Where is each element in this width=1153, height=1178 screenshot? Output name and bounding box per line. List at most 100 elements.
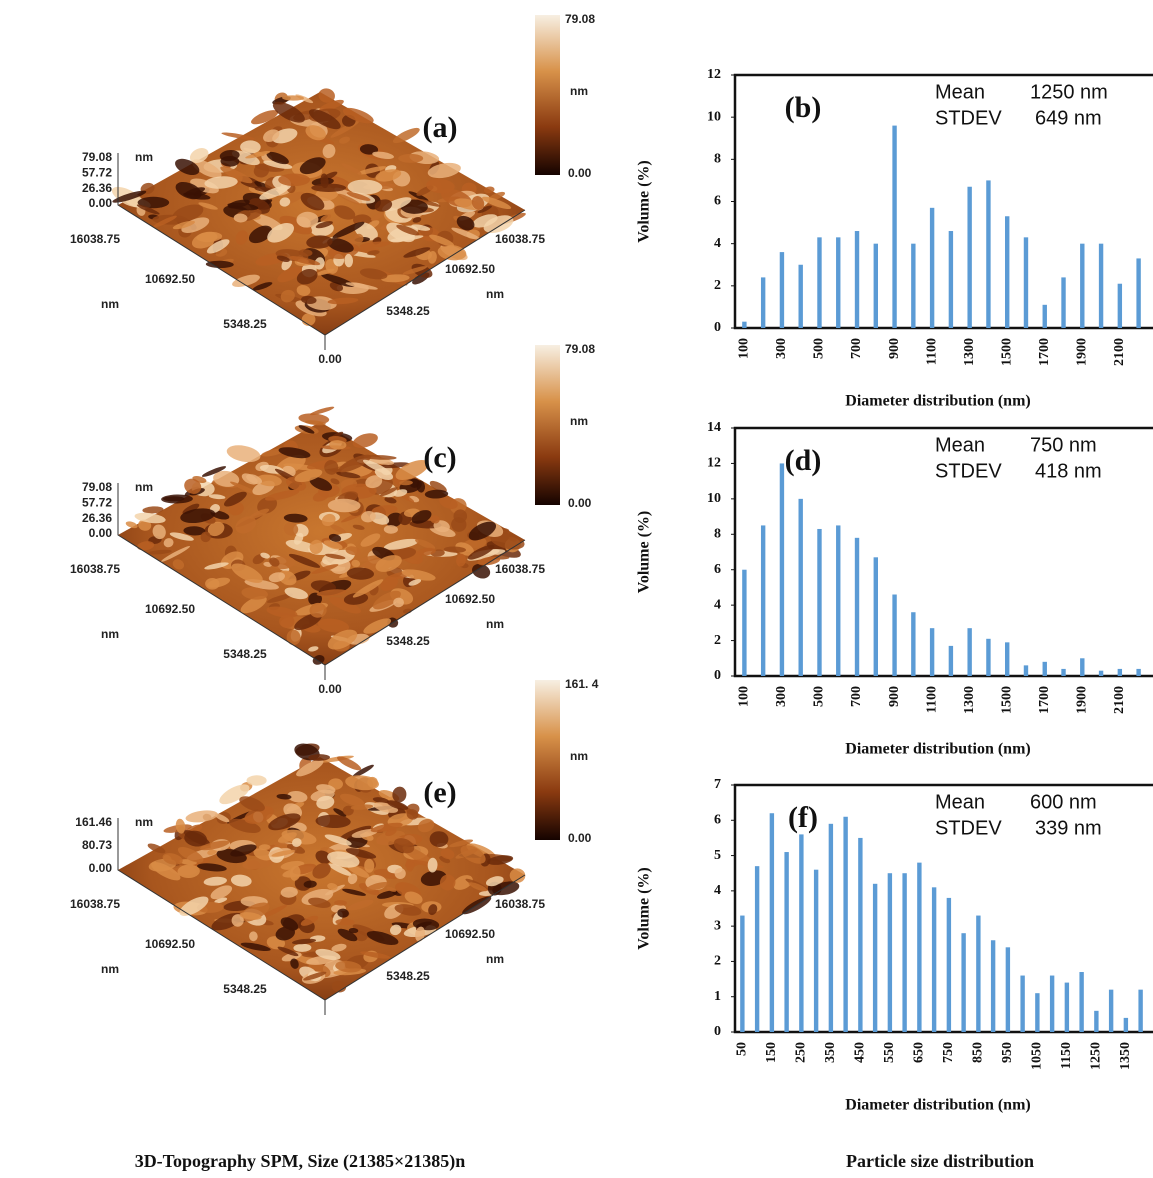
- y-tick-label: 8: [714, 527, 721, 542]
- bar: [1080, 658, 1084, 676]
- x-unit: nm: [101, 627, 119, 641]
- bar: [1136, 258, 1140, 328]
- bar: [855, 538, 859, 676]
- bar: [873, 884, 877, 1032]
- bar: [911, 244, 915, 328]
- bar: [976, 916, 980, 1032]
- bar: [949, 231, 953, 328]
- y-tick-label: 7: [714, 777, 721, 792]
- bar: [814, 870, 818, 1032]
- bar: [836, 237, 840, 328]
- bar: [770, 813, 774, 1032]
- x-tick-label: 5348.25: [223, 317, 267, 331]
- bar: [967, 628, 971, 676]
- caption-left: 3D-Topography SPM, Size (21385×21385)n: [135, 1151, 466, 1172]
- origin-label: 0.00: [318, 352, 342, 366]
- z-tick-label: 79.08: [82, 150, 112, 164]
- bar: [1035, 993, 1039, 1032]
- bar: [986, 639, 990, 676]
- colorbar-min: 0.00: [568, 166, 592, 180]
- y-tick-label: 4: [714, 236, 721, 251]
- bar: [874, 557, 878, 676]
- bar: [1080, 244, 1084, 328]
- annotation: 1250 nm: [1030, 81, 1108, 103]
- panel-label: (d): [785, 444, 822, 477]
- annotation: Mean: [935, 434, 985, 456]
- annotation: STDEV: [935, 107, 1002, 129]
- colorbar-unit: nm: [570, 749, 588, 763]
- bar: [1079, 972, 1083, 1032]
- bar: [967, 187, 971, 328]
- y-tick-label: 12: [707, 456, 721, 471]
- x-tick-label: 1700: [1037, 338, 1052, 366]
- x-tick-label: 950: [1000, 1042, 1015, 1063]
- x-axis-label: Diameter distribution (nm): [845, 741, 1030, 758]
- x-tick-label: 1150: [1059, 1042, 1074, 1069]
- z-unit: nm: [135, 480, 153, 494]
- surface-feature: [311, 184, 346, 192]
- y-tick-label: 2: [714, 633, 721, 648]
- surface-feature: [278, 174, 310, 187]
- bar: [761, 525, 765, 676]
- z-tick-label: 0.00: [89, 526, 113, 540]
- bar: [1124, 1018, 1128, 1032]
- y-tick-label: 16038.75: [495, 562, 545, 576]
- annotation: STDEV: [935, 817, 1002, 839]
- bar: [947, 898, 951, 1032]
- z-tick-label: 57.72: [82, 166, 112, 180]
- z-tick-label: 26.36: [82, 511, 112, 525]
- x-tick-label: 1500: [999, 338, 1014, 366]
- z-tick-label: 79.08: [82, 480, 112, 494]
- y-tick-label: 10: [707, 109, 721, 124]
- x-tick-label: 750: [941, 1042, 956, 1063]
- z-tick-label: 0.00: [89, 861, 113, 875]
- bar: [1024, 237, 1028, 328]
- surface-feature: [398, 154, 423, 163]
- x-tick-label: 1050: [1030, 1042, 1045, 1070]
- bar: [740, 916, 744, 1032]
- y-unit: nm: [486, 287, 504, 301]
- surface: [118, 741, 526, 1000]
- x-tick-label: 1100: [924, 338, 939, 365]
- annotation: Mean: [935, 791, 985, 813]
- bar: [932, 887, 936, 1032]
- x-tick-label: 10692.50: [145, 272, 195, 286]
- surface-feature: [163, 496, 185, 501]
- y-unit: nm: [486, 617, 504, 631]
- x-tick-label: 900: [887, 338, 902, 359]
- bar: [911, 612, 915, 676]
- y-tick-label: 6: [714, 194, 721, 209]
- bar: [1043, 305, 1047, 328]
- annotation: 750 nm: [1030, 434, 1097, 456]
- x-tick-label: 1350: [1118, 1042, 1133, 1070]
- y-tick-label: 16038.75: [495, 897, 545, 911]
- colorbar-min: 0.00: [568, 496, 592, 510]
- bar: [855, 231, 859, 328]
- x-unit: nm: [101, 962, 119, 976]
- colorbar: [535, 345, 560, 505]
- x-tick-label: 1700: [1037, 686, 1052, 714]
- bar: [1061, 669, 1065, 676]
- bar: [1136, 669, 1140, 676]
- y-tick-label: 10: [707, 491, 721, 506]
- x-tick-label: 150: [764, 1042, 779, 1063]
- x-tick-label: 350: [823, 1042, 838, 1063]
- bar: [1118, 669, 1122, 676]
- bar: [784, 852, 788, 1032]
- x-tick-label: 250: [794, 1042, 809, 1063]
- y-tick-label: 8: [714, 152, 721, 167]
- y-tick-label: 4: [714, 883, 721, 898]
- x-tick-label: 500: [812, 338, 827, 359]
- x-tick-label: 300: [774, 338, 789, 359]
- y-axis-label: Volume (%): [636, 511, 653, 594]
- x-axis-label: Diameter distribution (nm): [845, 393, 1030, 410]
- panel-label: (b): [785, 91, 822, 124]
- bar: [892, 126, 896, 328]
- x-tick-label: 100: [737, 686, 752, 707]
- annotation: 418 nm: [1035, 460, 1102, 482]
- annotation: 339 nm: [1035, 817, 1102, 839]
- z-tick-label: 26.36: [82, 181, 112, 195]
- y-tick-label: 5348.25: [386, 969, 430, 983]
- y-tick-label: 2: [714, 954, 721, 969]
- bar: [991, 940, 995, 1032]
